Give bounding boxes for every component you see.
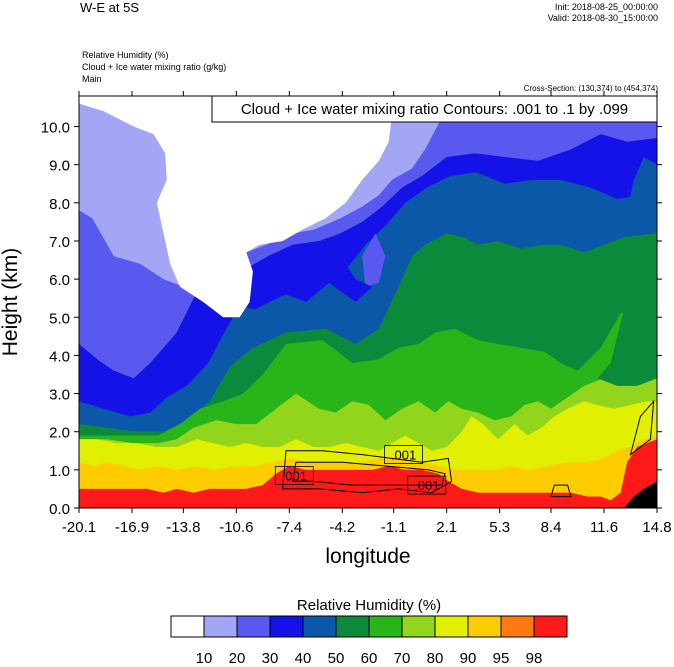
colorbar-swatch [434,615,469,638]
contour-annotation-box [274,466,314,485]
y-tick-label: 2.0 [49,425,70,442]
field-label-cloud-ice: Cloud + Ice water mixing ratio (g/kg) [82,62,227,72]
cross-section-label: Cross-Section: (130,374) to (454,374) [523,84,658,93]
colorbar-title: Relative Humidity (%) [297,597,441,614]
x-tick-label: -10.6 [219,519,253,536]
y-tick-label: 4.0 [49,348,70,365]
terrain [623,481,657,508]
rh-patch-light-upper [362,233,386,287]
y-tick-label: 1.0 [49,463,70,480]
x-tick-label: 5.3 [489,519,510,536]
y-tick-label: 7.0 [49,234,70,251]
x-tick-label: 14.8 [642,519,671,536]
field-label-main: Main [82,74,102,84]
colorbar-swatch [236,615,271,638]
colorbar-level-label: 20 [229,650,246,667]
rh-patch-east-upper [623,157,657,226]
y-tick-label: 0.0 [49,501,70,518]
y-tick-label: 9.0 [49,158,70,175]
colorbar-level-label: 90 [460,650,477,667]
rh-patch-east-mid [597,263,657,386]
cloud-contour-east-rise [629,399,655,456]
cloud-contour-main [282,450,453,494]
colorbar-swatch [533,615,568,638]
cloud-contour-inner [292,461,446,486]
x-tick-label: -1.1 [381,519,407,536]
x-tick-label: 2.1 [436,519,457,536]
x-tick-label: -7.4 [276,519,302,536]
x-axis-label: longitude [325,545,410,568]
valid-time: Valid: 2018-08-30_15:00:00 [547,13,658,23]
colorbar-level-label: 98 [526,650,543,667]
x-tick-label: 8.4 [541,519,562,536]
rh-region-below-10 [79,96,399,318]
colorbar-swatch [401,615,436,638]
init-time: Init: 2018-08-25_00:00:00 [554,2,658,12]
y-axis-label: Height (km) [0,248,22,357]
contour-info-box [211,95,658,123]
colorbar-swatch [170,615,205,638]
colorbar-level-label: 10 [196,650,213,667]
colorbar-level-label: 60 [361,650,378,667]
colorbar-level-label: 30 [262,650,279,667]
humidity-field [79,96,657,508]
colorbar-swatch [302,615,337,638]
y-tick-label: 3.0 [49,387,70,404]
contour-annotation-label: .001 [282,469,307,484]
colorbar-swatch [368,615,403,638]
y-tick-label: 6.0 [49,272,70,289]
colorbar-swatch [269,615,304,638]
field-label-rh: Relative Humidity (%) [82,50,169,60]
colorbar-swatch [203,615,238,638]
colorbar-level-label: 40 [295,650,312,667]
x-tick-label: 11.6 [590,519,618,536]
x-tick-label: -20.1 [62,519,96,536]
rh-region-above-98 [79,439,657,508]
colorbar-level-label: 80 [427,650,444,667]
colorbar-swatch [335,615,370,638]
rh-patch-blue-tongue [312,248,373,302]
x-tick-label: -4.2 [329,519,355,536]
cloud-contour-east [550,484,572,498]
colorbar-swatch [467,615,502,638]
y-tick-label: 5.0 [49,310,70,327]
colorbar-level-label: 50 [328,650,345,667]
colorbar-level-label: 70 [394,650,411,667]
x-tick-label: -16.9 [115,519,149,536]
y-tick-label: 10.0 [41,120,70,137]
colorbar-level-label: 95 [493,650,510,667]
contour-annotation-box [407,475,447,495]
contour-annotation-label: .001 [414,478,439,493]
contour-annotation-box [384,445,424,464]
colorbar-swatch [500,615,535,638]
x-tick-label: -13.8 [166,519,200,536]
contour-annotation-label: .001 [391,448,416,463]
chart-title: W-E at 5S [80,0,140,15]
contour-info-label: Cloud + Ice water mixing ratio Contours:… [241,101,628,118]
y-tick-label: 8.0 [49,196,70,213]
